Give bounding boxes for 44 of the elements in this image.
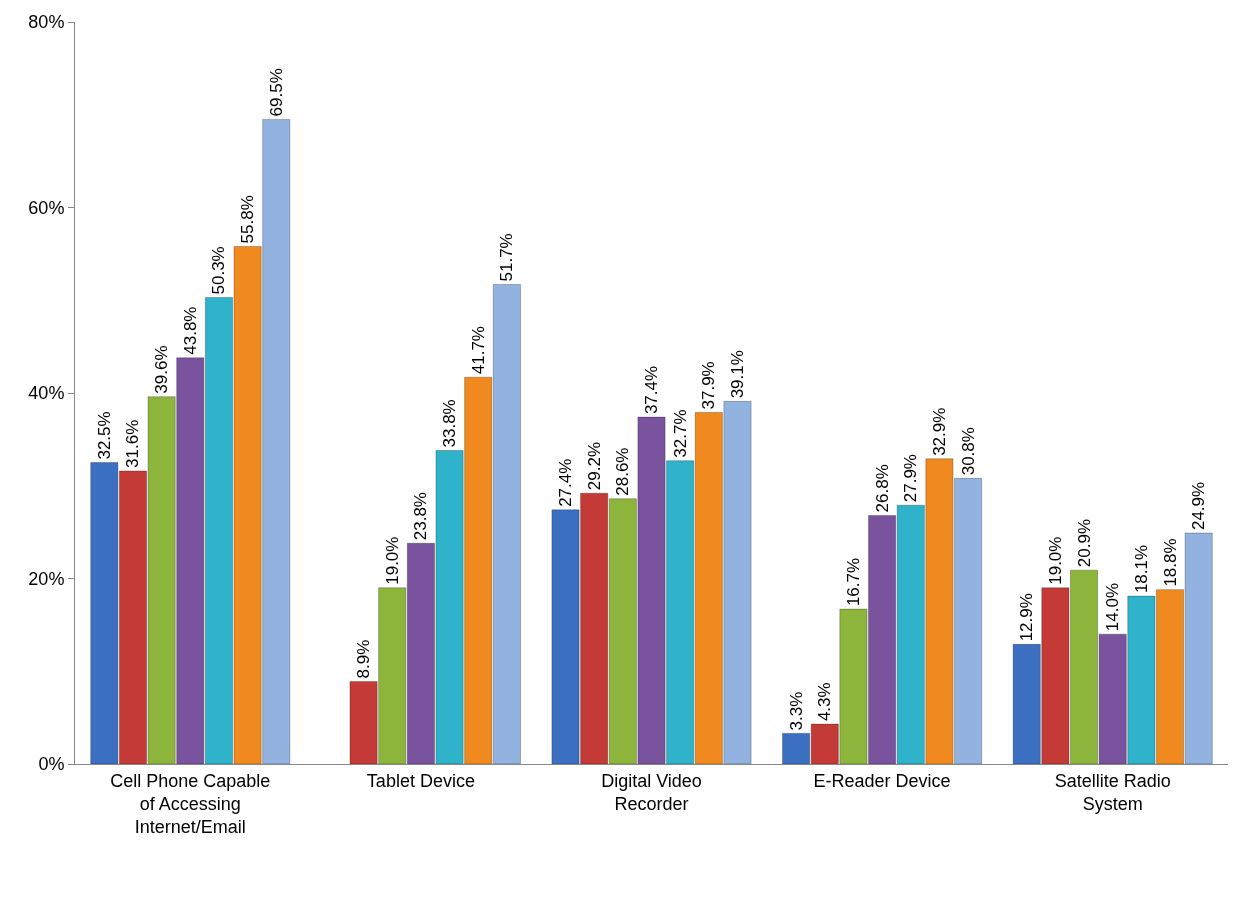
y-tick-label: 60% bbox=[28, 197, 65, 218]
data-label: 18.1% bbox=[1131, 544, 1151, 594]
data-label: 50.3% bbox=[209, 246, 229, 295]
data-label: 18.8% bbox=[1160, 538, 1180, 587]
data-label: 29.2% bbox=[584, 441, 604, 491]
data-label: 4.3% bbox=[815, 682, 835, 722]
data-label: 23.8% bbox=[411, 492, 431, 541]
data-label: 26.8% bbox=[872, 464, 892, 513]
data-label: 32.9% bbox=[929, 407, 949, 456]
data-label: 33.8% bbox=[440, 399, 460, 448]
x-tick-label: E-Reader Device bbox=[813, 770, 951, 791]
data-label: 24.9% bbox=[1189, 481, 1209, 531]
data-label: 20.9% bbox=[1074, 518, 1094, 568]
data-label: 28.6% bbox=[613, 447, 633, 496]
data-label: 31.6% bbox=[123, 419, 143, 468]
x-tick-label: Tablet Device bbox=[366, 770, 475, 791]
y-tick-label: 40% bbox=[28, 383, 65, 404]
y-tick-label: 0% bbox=[38, 754, 65, 775]
data-label: 19.0% bbox=[1045, 536, 1065, 585]
x-tick-label: Cell Phone Capable of Accessing Internet/Email bbox=[110, 770, 271, 838]
data-label: 12.9% bbox=[1017, 593, 1037, 642]
data-label: 39.6% bbox=[152, 345, 172, 394]
data-label: 55.8% bbox=[238, 195, 258, 244]
data-label: 39.1% bbox=[727, 350, 747, 399]
data-label: 27.9% bbox=[901, 454, 921, 503]
data-label: 41.7% bbox=[468, 326, 488, 375]
data-label: 3.3% bbox=[786, 691, 806, 731]
data-label: 19.0% bbox=[382, 536, 402, 585]
y-tick-label: 80% bbox=[28, 12, 65, 33]
data-label: 30.8% bbox=[958, 427, 978, 476]
x-tick-label: Digital Video Recorder bbox=[601, 770, 702, 814]
data-label: 27.4% bbox=[556, 458, 576, 507]
y-tick-label: 20% bbox=[28, 568, 65, 589]
data-label: 16.7% bbox=[843, 557, 863, 607]
data-label: 51.7% bbox=[497, 233, 517, 282]
data-label: 14.0% bbox=[1103, 582, 1123, 632]
data-label: 37.9% bbox=[699, 361, 719, 410]
data-label: 43.8% bbox=[180, 306, 200, 355]
data-label: 32.5% bbox=[94, 411, 114, 460]
data-label: 37.4% bbox=[642, 365, 661, 415]
data-label: 32.7% bbox=[670, 409, 690, 458]
data-label: 69.5% bbox=[266, 68, 286, 117]
x-tick-label: Satellite Radio System bbox=[1054, 770, 1171, 814]
data-label: 8.9% bbox=[354, 639, 374, 679]
